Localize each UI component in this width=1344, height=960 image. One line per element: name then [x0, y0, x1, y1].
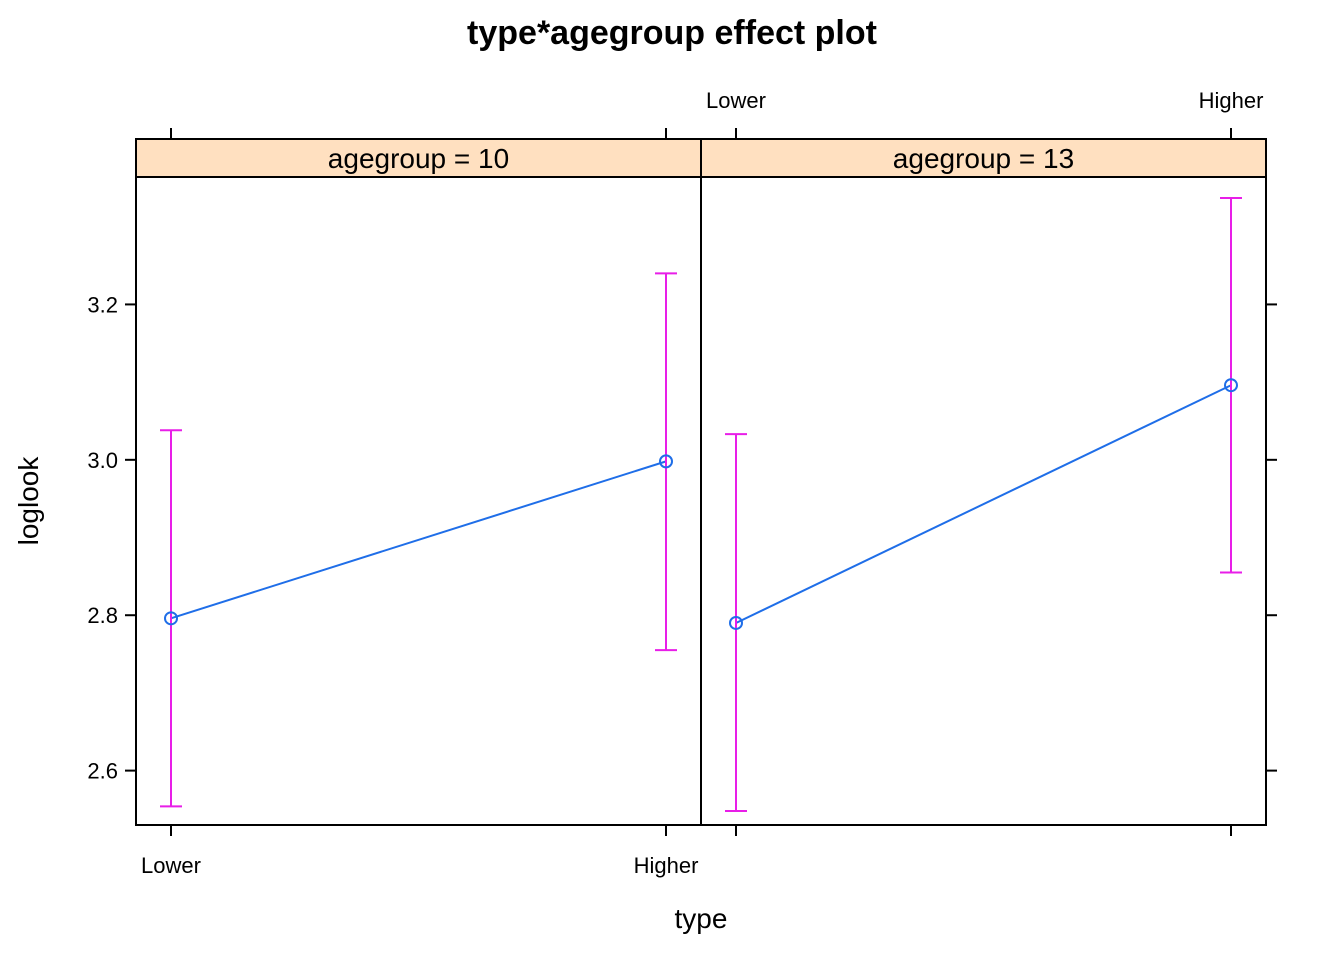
effect-point	[659, 454, 673, 469]
effect-point	[164, 611, 178, 626]
panel-strip-label: agegroup = 10	[328, 143, 509, 174]
y-axis-label: loglook	[13, 456, 44, 546]
effect-line	[170, 460, 667, 620]
y-tick-label: 2.8	[87, 603, 118, 628]
panel-frame	[700, 176, 1267, 826]
x-tick-label-top: Lower	[706, 88, 766, 113]
x-tick-label-bottom: Lower	[141, 853, 201, 878]
panel-strip	[135, 138, 702, 178]
panel-frame	[135, 176, 702, 826]
panels-group: agegroup = 10 Lower Higher agegroup = 13 Low…	[87, 88, 1277, 878]
x-tick-label-bottom: Higher	[634, 853, 699, 878]
x-tick-label-top: Higher	[1199, 88, 1264, 113]
y-tick-label: 3.2	[87, 292, 118, 317]
y-tick-label: 2.6	[87, 759, 118, 784]
x-axis-label: type	[675, 903, 728, 934]
y-tick-label: 3.0	[87, 448, 118, 473]
panel-strip	[700, 138, 1267, 178]
effect-line	[735, 384, 1232, 624]
effect-point	[1224, 378, 1238, 393]
effect-point	[729, 615, 743, 630]
chart-title: type*agegroup effect plot	[467, 14, 877, 52]
panel-strip-label: agegroup = 13	[893, 143, 1074, 174]
